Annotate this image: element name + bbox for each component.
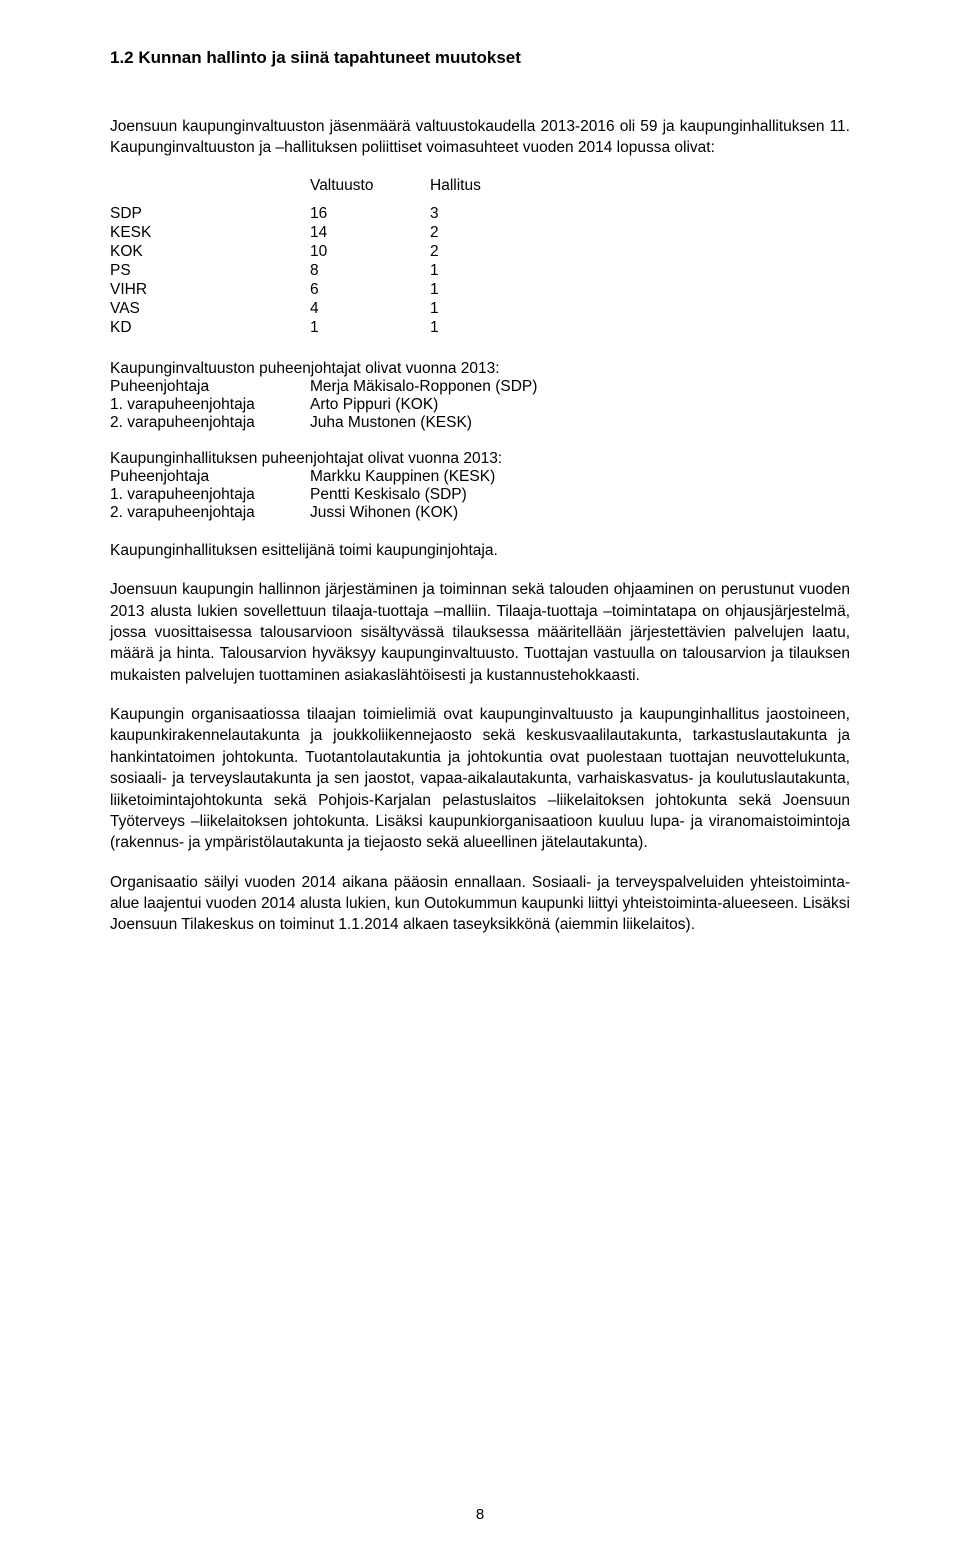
party-cell: KOK	[110, 243, 310, 262]
vote-header-valtuusto: Valtuusto	[310, 177, 430, 195]
leader-name: Merja Mäkisalo-Ropponen (SDP)	[310, 378, 537, 396]
hallitus-leaders-block: Kaupunginhallituksen puheenjohtajat oliv…	[110, 450, 850, 522]
leader-role: 1. varapuheenjohtaja	[110, 486, 310, 504]
esittelija-paragraph: Kaupunginhallituksen esittelijänä toimi …	[110, 540, 850, 561]
table-row: KESK 14 2	[110, 224, 550, 243]
valtuusto-leaders-block: Kaupunginvaltuuston puheenjohtajat oliva…	[110, 360, 850, 432]
leader-role: Puheenjohtaja	[110, 378, 310, 396]
party-cell: VIHR	[110, 281, 310, 300]
party-cell: SDP	[110, 205, 310, 224]
body-paragraph: Organisaatio säilyi vuoden 2014 aikana p…	[110, 872, 850, 936]
valtuusto-cell: 14	[310, 224, 430, 243]
page-number: 8	[0, 1506, 960, 1523]
section-heading: 1.2 Kunnan hallinto ja siinä tapahtuneet…	[110, 48, 850, 68]
hallitus-leaders-title: Kaupunginhallituksen puheenjohtajat oliv…	[110, 450, 850, 468]
leader-row: 1. varapuheenjohtaja Arto Pippuri (KOK)	[110, 396, 850, 414]
valtuusto-leaders-title: Kaupunginvaltuuston puheenjohtajat oliva…	[110, 360, 850, 378]
party-cell: KD	[110, 319, 310, 338]
hallitus-cell: 2	[430, 224, 550, 243]
party-cell: KESK	[110, 224, 310, 243]
leader-role: 2. varapuheenjohtaja	[110, 414, 310, 432]
hallitus-cell: 1	[430, 300, 550, 319]
intro-paragraph: Joensuun kaupunginvaltuuston jäsenmäärä …	[110, 116, 850, 159]
hallitus-cell: 1	[430, 262, 550, 281]
leader-row: 2. varapuheenjohtaja Jussi Wihonen (KOK)	[110, 504, 850, 522]
table-row: VIHR 6 1	[110, 281, 550, 300]
leader-row: 1. varapuheenjohtaja Pentti Keskisalo (S…	[110, 486, 850, 504]
table-row: PS 8 1	[110, 262, 550, 281]
leader-name: Pentti Keskisalo (SDP)	[310, 486, 467, 504]
valtuusto-cell: 8	[310, 262, 430, 281]
body-paragraph: Joensuun kaupungin hallinnon järjestämin…	[110, 579, 850, 686]
party-cell: VAS	[110, 300, 310, 319]
leader-role: 1. varapuheenjohtaja	[110, 396, 310, 414]
leader-row: 2. varapuheenjohtaja Juha Mustonen (KESK…	[110, 414, 850, 432]
hallitus-cell: 1	[430, 281, 550, 300]
leader-role: 2. varapuheenjohtaja	[110, 504, 310, 522]
vote-header-spacer	[110, 177, 310, 195]
leader-role: Puheenjohtaja	[110, 468, 310, 486]
leader-row: Puheenjohtaja Merja Mäkisalo-Ropponen (S…	[110, 378, 850, 396]
vote-table-header: Valtuusto Hallitus	[110, 177, 850, 195]
valtuusto-cell: 6	[310, 281, 430, 300]
leader-row: Puheenjohtaja Markku Kauppinen (KESK)	[110, 468, 850, 486]
table-row: KD 1 1	[110, 319, 550, 338]
body-paragraph: Kaupungin organisaatiossa tilaajan toimi…	[110, 704, 850, 854]
hallitus-cell: 2	[430, 243, 550, 262]
valtuusto-cell: 1	[310, 319, 430, 338]
hallitus-cell: 3	[430, 205, 550, 224]
leader-name: Markku Kauppinen (KESK)	[310, 468, 495, 486]
vote-table: SDP 16 3 KESK 14 2 KOK 10 2 PS 8 1 VIHR …	[110, 205, 550, 338]
valtuusto-cell: 4	[310, 300, 430, 319]
table-row: VAS 4 1	[110, 300, 550, 319]
valtuusto-cell: 10	[310, 243, 430, 262]
party-cell: PS	[110, 262, 310, 281]
leader-name: Jussi Wihonen (KOK)	[310, 504, 458, 522]
hallitus-cell: 1	[430, 319, 550, 338]
table-row: KOK 10 2	[110, 243, 550, 262]
valtuusto-cell: 16	[310, 205, 430, 224]
leader-name: Arto Pippuri (KOK)	[310, 396, 438, 414]
vote-header-hallitus: Hallitus	[430, 177, 550, 195]
table-row: SDP 16 3	[110, 205, 550, 224]
leader-name: Juha Mustonen (KESK)	[310, 414, 472, 432]
